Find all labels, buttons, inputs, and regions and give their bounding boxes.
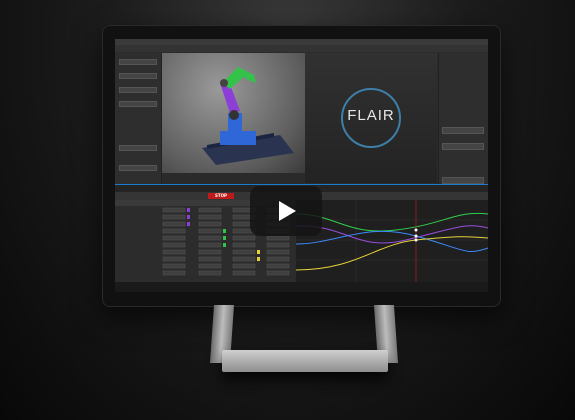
panel-button[interactable] [442,143,484,150]
bottom-bar [115,282,488,292]
table-header [115,200,295,206]
play-icon [279,201,296,221]
menu-bar [115,45,488,52]
video-play-button[interactable] [250,186,322,236]
camera-view: FLAIR [305,53,437,183]
menu-item[interactable] [120,45,121,52]
dropdown[interactable] [119,101,157,107]
stop-button[interactable]: STOP [208,193,234,199]
3d-viewport[interactable] [162,53,305,173]
app-screen: FLAIR STOP [115,39,488,292]
left-panel [115,53,162,189]
right-panel [438,53,488,189]
stand-base [222,350,388,372]
motion-curves [295,200,488,282]
monitor: FLAIR STOP [103,26,500,306]
curve-editor[interactable] [295,200,488,282]
dropdown[interactable] [119,59,157,65]
robot-arm-render [202,67,294,165]
logo-text: FLAIR [347,107,395,124]
dropdown[interactable] [119,165,157,171]
title-bar [115,39,488,45]
dropdown[interactable] [119,73,157,79]
dropdown[interactable] [119,145,157,151]
panel-button[interactable] [442,127,484,134]
flair-logo: FLAIR [341,88,401,148]
viewport-controls [162,173,305,183]
dropdown[interactable] [119,87,157,93]
panel-button[interactable] [442,177,484,184]
